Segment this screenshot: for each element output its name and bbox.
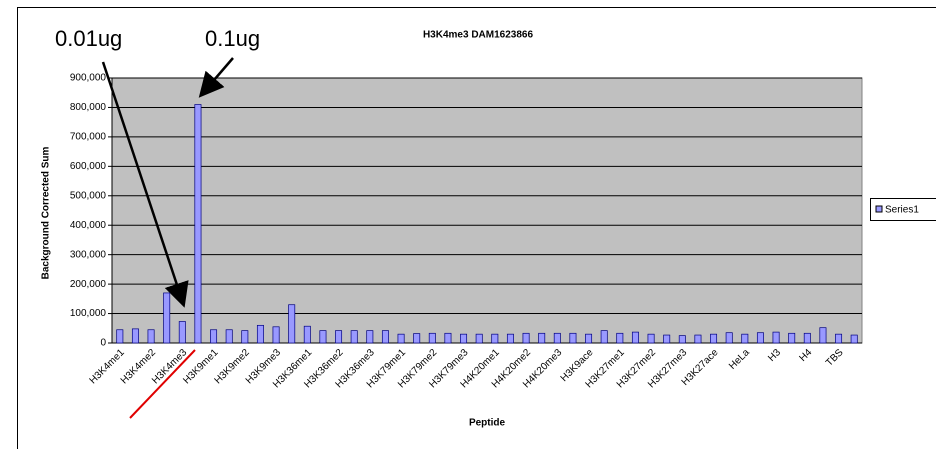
- bar: [225, 329, 233, 344]
- bar: [413, 333, 421, 344]
- y-tick-label: 500,000: [70, 190, 107, 201]
- bar: [256, 324, 264, 344]
- bar: [741, 333, 749, 344]
- bar: [475, 333, 483, 344]
- legend-swatch: [875, 205, 883, 213]
- bar: [850, 334, 858, 344]
- bar: [772, 331, 780, 344]
- bar: [522, 332, 530, 344]
- bar: [725, 332, 733, 344]
- bar: [663, 334, 671, 344]
- annotation: 0.1ug: [205, 26, 260, 51]
- bar: [194, 104, 202, 344]
- bar: [444, 332, 452, 344]
- arrow: [198, 57, 234, 98]
- bar: [647, 333, 655, 344]
- bar: [366, 330, 374, 344]
- bar: [616, 332, 624, 344]
- y-tick-label: 0: [100, 338, 106, 349]
- legend-label: Series1: [885, 205, 919, 216]
- bar: [131, 328, 139, 344]
- bar: [585, 333, 593, 344]
- chart-title: H3K4me3 DAM1623866: [423, 30, 534, 41]
- bar: [569, 332, 577, 344]
- y-tick-label: 100,000: [70, 308, 107, 319]
- y-tick-label: 400,000: [70, 220, 107, 231]
- bar: [553, 332, 561, 344]
- underline: [129, 349, 196, 419]
- bar: [428, 332, 436, 344]
- y-tick-label: 900,000: [70, 73, 107, 84]
- bar: [788, 332, 796, 344]
- bar: [710, 333, 718, 344]
- bar: [397, 333, 405, 344]
- y-tick-label: 700,000: [70, 132, 107, 143]
- arrow: [101, 61, 189, 308]
- bar: [678, 335, 686, 344]
- bar: [163, 292, 171, 344]
- bar: [272, 326, 280, 344]
- x-axis-title: Peptide: [469, 418, 506, 429]
- bar: [381, 330, 389, 344]
- bar: [600, 330, 608, 344]
- bar: [350, 330, 358, 344]
- bar: [506, 333, 514, 344]
- bar: [756, 332, 764, 344]
- bar: [147, 329, 155, 344]
- y-tick-label: 800,000: [70, 102, 107, 113]
- bar: [835, 333, 843, 344]
- bar: [319, 330, 327, 344]
- y-tick-label: 600,000: [70, 161, 107, 172]
- bar: [241, 330, 249, 344]
- bar: [491, 333, 499, 344]
- bar: [178, 321, 186, 344]
- bar: [288, 304, 296, 344]
- y-tick-label: 200,000: [70, 279, 107, 290]
- bar: [210, 329, 218, 344]
- bar: [631, 331, 639, 344]
- bar: [694, 334, 702, 344]
- bar: [819, 327, 827, 344]
- plot-area: [111, 77, 863, 344]
- bar: [803, 332, 811, 344]
- bar: [116, 329, 124, 344]
- bar: [335, 330, 343, 344]
- y-tick-label: 300,000: [70, 249, 107, 260]
- bar: [303, 325, 311, 344]
- legend: [870, 198, 936, 221]
- bar: [538, 332, 546, 344]
- annotation: 0.01ug: [55, 26, 122, 51]
- y-axis-title: Background Corrected Sum: [41, 146, 52, 279]
- bar: [460, 333, 468, 344]
